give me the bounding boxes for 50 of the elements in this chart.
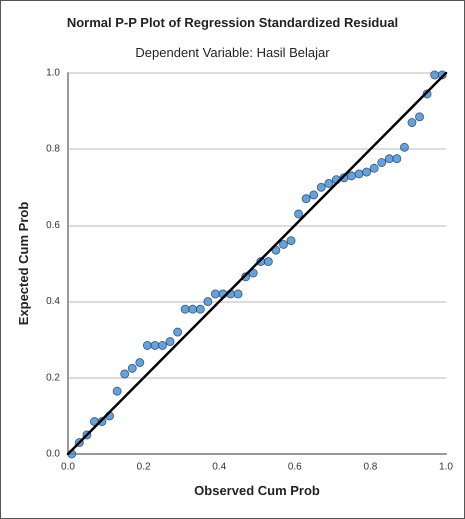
y-tick-label: 0.4 [46, 296, 60, 308]
point [135, 358, 144, 367]
point [150, 341, 160, 350]
point [112, 386, 122, 396]
point [188, 304, 198, 314]
point [370, 164, 379, 173]
x-tick-label: 0.0 [61, 462, 76, 472]
x-axis-title: Observed Cum Prob [194, 483, 320, 498]
point [166, 337, 174, 346]
x-tick-label: 0.2 [136, 462, 151, 472]
point [362, 168, 372, 176]
point [316, 182, 326, 192]
point [196, 304, 205, 314]
x-tick-label: 0.6 [288, 462, 302, 472]
point [264, 257, 273, 266]
point [128, 364, 137, 373]
x-tick-label: 1.0 [439, 462, 454, 472]
point [377, 158, 386, 167]
point [158, 341, 167, 350]
x-tick-label: 0.8 [363, 462, 378, 472]
point [430, 70, 440, 80]
point [309, 190, 318, 200]
chart-title: Normal P-P Plot of Regression Standardized Residual [66, 15, 398, 30]
point [384, 154, 394, 164]
chart-subtitle: Dependent Variable: Hasil Belajar [135, 45, 330, 60]
y-tick-label: 1.0 [46, 68, 60, 78]
y-tick-label: 0.6 [46, 220, 60, 231]
point [142, 341, 152, 350]
point [279, 240, 288, 249]
point [302, 194, 311, 204]
point [324, 179, 334, 188]
y-tick-label: 0.8 [46, 144, 60, 155]
point [347, 171, 356, 180]
point [173, 328, 182, 336]
point [211, 290, 220, 298]
y-tick-label: 0.0 [46, 448, 60, 460]
point [203, 297, 212, 306]
point [408, 118, 416, 127]
point [286, 236, 296, 246]
point [180, 304, 190, 314]
point [392, 154, 402, 164]
point [354, 170, 364, 178]
point [415, 112, 424, 122]
point [234, 290, 242, 298]
y-axis-title: Expected Cum Prob [16, 202, 31, 326]
point [400, 142, 409, 152]
y-tick-label: 0.2 [46, 372, 60, 384]
x-tick-label: 0.4 [212, 462, 227, 472]
point [120, 370, 130, 378]
point [294, 210, 303, 218]
